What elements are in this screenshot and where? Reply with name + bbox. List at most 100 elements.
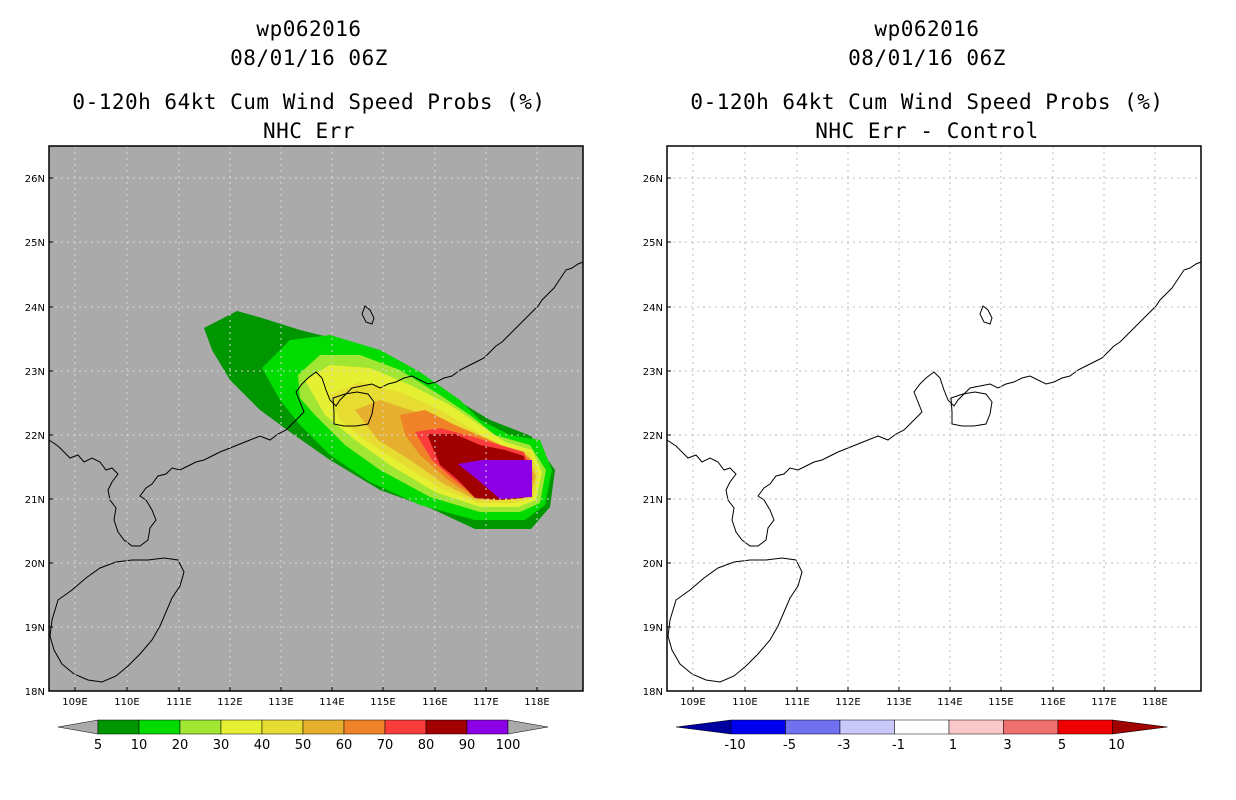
storm-id: wp062016	[256, 17, 362, 41]
product-title: 0-120h 64kt Cum Wind Speed Probs (%)	[72, 90, 546, 114]
colorbar-label: 80	[418, 738, 435, 753]
coastline	[666, 261, 1202, 683]
coastline-hong-kong	[950, 391, 993, 427]
longitude-label: 113E	[886, 697, 911, 708]
longitude-label: 117E	[473, 697, 498, 708]
colorbar-segment	[466, 719, 509, 735]
product-title: 0-120h 64kt Cum Wind Speed Probs (%)	[690, 90, 1164, 114]
datetime: 08/01/16 06Z	[848, 46, 1006, 70]
right-map-svg: 18N 19N 20N 21N 22N 23N 24N 25N 26N 109E 110E 111E…	[643, 145, 1202, 753]
coastline-hainan	[667, 557, 803, 683]
latitude-label: 25N	[643, 238, 663, 249]
left-panel: wp062016 08/01/16 06Z 0-120h 64kt Cum Wi…	[25, 17, 584, 753]
longitude-label: 116E	[1040, 697, 1065, 708]
left-map-svg: 18N 19N 20N 21N 22N 23N 24N 25N 26N 109E 110E 111E…	[25, 145, 584, 753]
longitude-label: 111E	[784, 697, 809, 708]
coastline-mainland	[48, 261, 584, 547]
colorbar-label: 50	[295, 738, 312, 753]
map-frame	[666, 145, 1202, 692]
colorbar-label: 5	[94, 738, 102, 753]
colorbar-segment	[138, 719, 181, 735]
colorbar-label: 100	[496, 738, 521, 753]
colorbar-segment	[179, 719, 222, 735]
latitude-label: 24N	[643, 303, 663, 314]
longitude-label: 112E	[835, 697, 860, 708]
latitude-label: 23N	[25, 367, 45, 378]
colorbar-segment	[785, 719, 841, 735]
coastline-island	[979, 305, 993, 325]
longitude-label: 116E	[422, 697, 447, 708]
latitude-labels: 18N 19N 20N 21N 22N 23N 24N 25N 26N	[25, 174, 53, 698]
longitude-label: 110E	[114, 697, 139, 708]
colorbar-label: 30	[213, 738, 230, 753]
colorbar-segment	[894, 719, 950, 735]
latitude-label: 26N	[643, 174, 663, 185]
colorbar-label: -3	[838, 738, 851, 753]
longitude-label: 114E	[937, 697, 962, 708]
colorbar-label: 70	[377, 738, 394, 753]
colorbar-segment	[1003, 719, 1059, 735]
map-frame	[48, 145, 584, 692]
latitude-label: 21N	[25, 495, 45, 506]
latitude-label: 24N	[25, 303, 45, 314]
colorbar-upper-extension	[507, 719, 549, 735]
longitude-label: 118E	[1142, 697, 1167, 708]
latitude-label: 22N	[643, 431, 663, 442]
colorbar-segment	[384, 719, 427, 735]
coastline-island	[361, 305, 375, 325]
colorbar-segment	[948, 719, 1004, 735]
longitude-labels: 109E 110E 111E 112E 113E 114E 115E 116E 117E 118E	[680, 687, 1168, 708]
prob-90-100	[458, 460, 532, 499]
colorbar-label: 10	[131, 738, 148, 753]
latitude-label: 22N	[25, 431, 45, 442]
colorbar-upper-extension	[1112, 719, 1168, 735]
colorbar-segment	[220, 719, 263, 735]
colorbar-label: 5	[1058, 738, 1066, 753]
coastline-hainan	[49, 557, 185, 683]
coastline	[48, 261, 584, 683]
longitude-label: 111E	[166, 697, 191, 708]
latitude-labels: 18N 19N 20N 21N 22N 23N 24N 25N 26N	[643, 174, 671, 698]
latitude-label: 26N	[25, 174, 45, 185]
colorbar-segment	[261, 719, 304, 735]
coastline-hong-kong	[332, 391, 375, 427]
latitude-label: 18N	[643, 687, 663, 698]
map-background	[667, 146, 1201, 691]
longitude-label: 112E	[217, 697, 242, 708]
longitude-label: 118E	[524, 697, 549, 708]
longitude-label: 109E	[680, 697, 705, 708]
storm-id: wp062016	[874, 17, 980, 41]
colorbar-label: 3	[1003, 738, 1011, 753]
longitude-label: 110E	[732, 697, 757, 708]
longitude-label: 113E	[268, 697, 293, 708]
colorbar-label: -1	[892, 738, 905, 753]
subtitle: NHC Err - Control	[815, 119, 1039, 143]
latitude-label: 25N	[25, 238, 45, 249]
colorbar-label: -10	[724, 738, 745, 753]
probability-contours	[204, 311, 555, 529]
colorbar-segment	[839, 719, 895, 735]
latitude-label: 18N	[25, 687, 45, 698]
longitude-label: 115E	[370, 697, 395, 708]
colorbar-lower-extension	[675, 719, 732, 735]
colorbar-label: 40	[254, 738, 271, 753]
coastline-mainland	[666, 261, 1202, 547]
colorbar-label: 60	[336, 738, 353, 753]
longitude-label: 109E	[62, 697, 87, 708]
latitude-label: 20N	[643, 559, 663, 570]
longitude-label: 115E	[988, 697, 1013, 708]
longitude-labels: 109E 110E 111E 112E 113E 114E 115E 116E 117E 118E	[62, 687, 550, 708]
colorbar: 5 10 20 30 40 50 60 70 80 90 100	[57, 719, 549, 753]
colorbar: -10 -5 -3 -1 1 3 5 10	[675, 719, 1168, 753]
datetime: 08/01/16 06Z	[230, 46, 388, 70]
colorbar-lower-extension	[57, 719, 99, 735]
latitude-label: 23N	[643, 367, 663, 378]
latitude-label: 19N	[643, 623, 663, 634]
colorbar-segment	[730, 719, 786, 735]
latitude-label: 20N	[25, 559, 45, 570]
colorbar-segment	[97, 719, 140, 735]
latitude-label: 19N	[25, 623, 45, 634]
subtitle: NHC Err	[262, 119, 355, 143]
colorbar-label: 20	[172, 738, 189, 753]
right-panel: wp062016 08/01/16 06Z 0-120h 64kt Cum Wi…	[618, 0, 1236, 800]
